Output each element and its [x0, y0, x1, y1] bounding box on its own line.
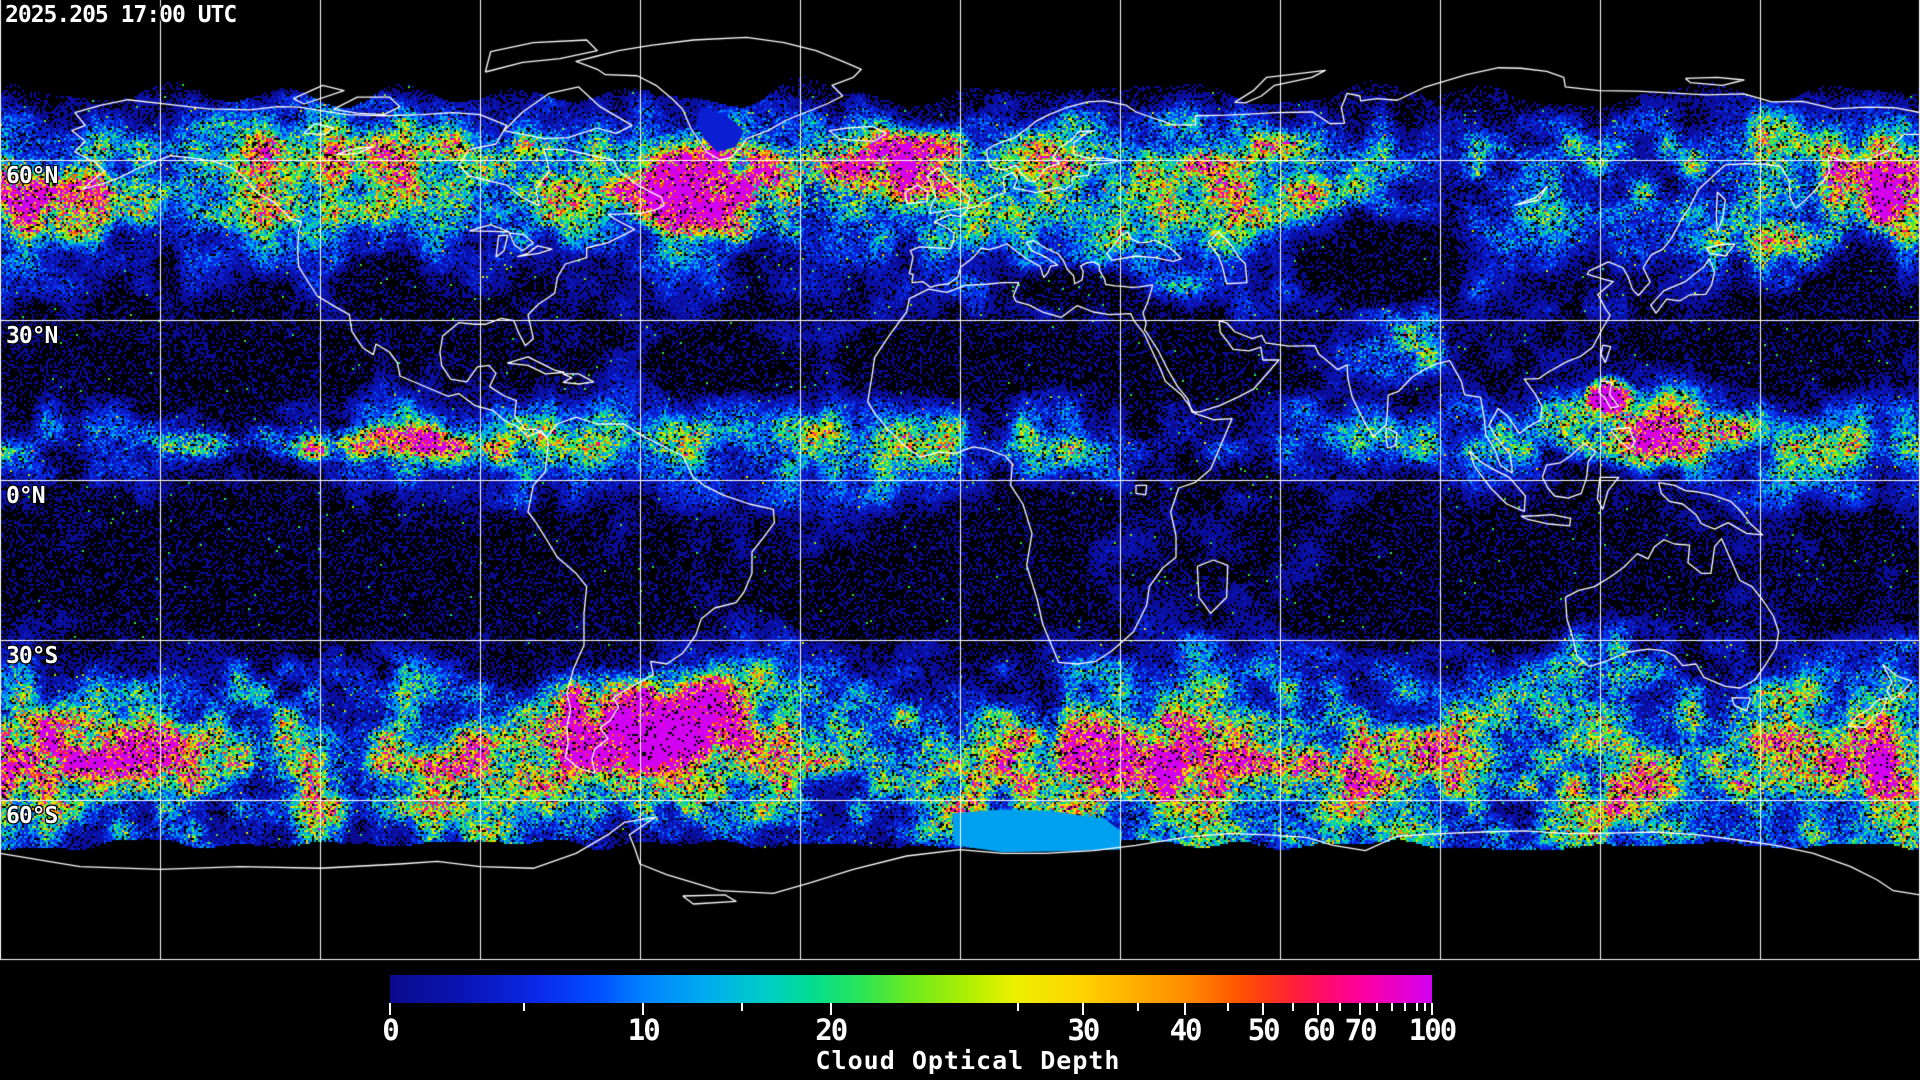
colorbar-tick-label: 100 — [1408, 1013, 1457, 1047]
latitude-label: 30°N — [6, 323, 58, 349]
colorbar-gradient — [390, 975, 1432, 1003]
colorbar-tick — [389, 1003, 391, 1015]
colorbar-minor-tick — [1416, 1003, 1419, 1011]
colorbar-tick-label: 50 — [1247, 1013, 1281, 1047]
latitude-label: 30°S — [6, 643, 58, 669]
colorbar-tick — [1317, 1003, 1320, 1015]
colorbar-tick — [1431, 1003, 1433, 1015]
colorbar-minor-tick — [741, 1003, 744, 1011]
colorbar-minor-tick — [1375, 1003, 1378, 1011]
colorbar-tick-label: 40 — [1169, 1013, 1203, 1047]
colorbar-tick-label: 20 — [815, 1013, 848, 1047]
colorbar-tick — [829, 1003, 832, 1015]
colorbar-tick — [1359, 1003, 1362, 1015]
colorbar-minor-tick — [523, 1003, 526, 1011]
colorbar-minor-tick — [1137, 1003, 1140, 1011]
colorbar-minor-tick — [1391, 1003, 1394, 1011]
colorbar-title: Cloud Optical Depth — [815, 1046, 1121, 1075]
colorbar-tick-label: 30 — [1067, 1013, 1100, 1047]
colorbar-tick-label: 10 — [627, 1013, 661, 1047]
colorbar-minor-tick — [1339, 1003, 1342, 1011]
colorbar-tick-label: 70 — [1344, 1013, 1378, 1047]
colorbar-tick — [1262, 1003, 1265, 1015]
colorbar-tick-label: 0 — [382, 1013, 400, 1047]
latitude-label: 60°N — [6, 163, 58, 189]
latitude-label: 60°S — [6, 803, 58, 829]
colorbar-minor-tick — [1423, 1003, 1426, 1011]
timestamp-label: 2025.205 17:00 UTC — [5, 2, 237, 28]
colorbar-minor-tick — [1292, 1003, 1295, 1011]
colorbar-minor-tick — [1226, 1003, 1229, 1011]
colorbar-minor-tick — [1403, 1003, 1406, 1011]
latitude-label: 0°N — [6, 483, 46, 509]
colorbar-tick-label: 60 — [1302, 1013, 1336, 1047]
colorbar-tick — [642, 1003, 645, 1015]
colorbar-tick — [1184, 1003, 1187, 1015]
colorbar-tick — [1081, 1003, 1084, 1015]
colorbar-minor-tick — [1017, 1003, 1020, 1011]
